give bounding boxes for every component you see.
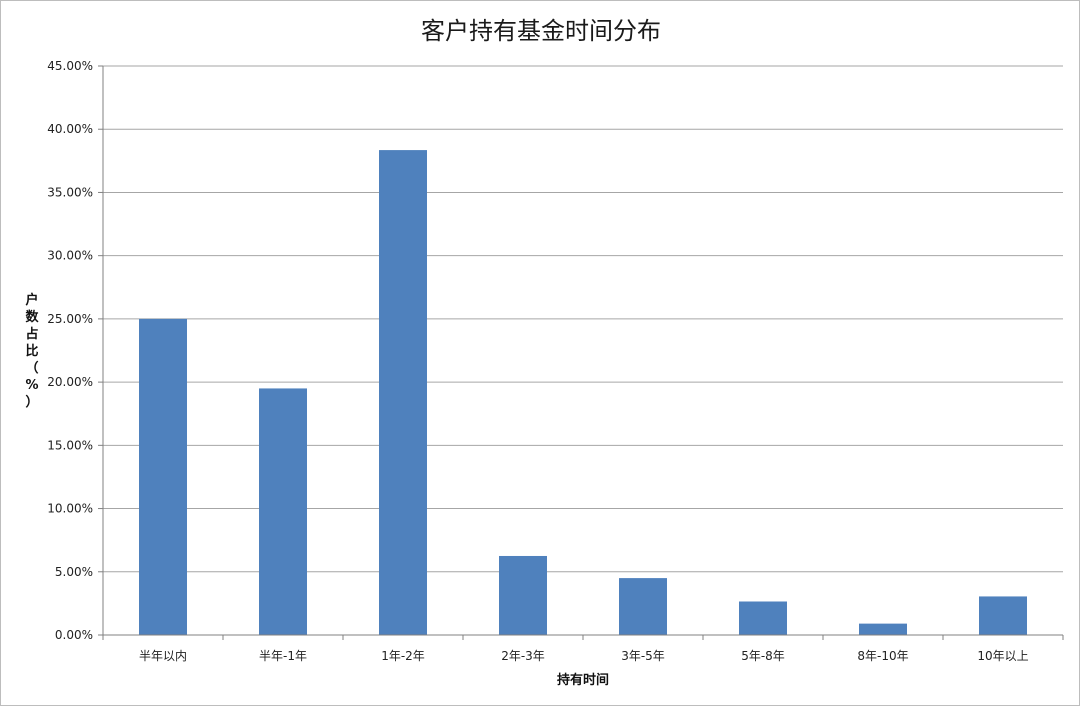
y-tick-label: 30.00% xyxy=(47,249,93,263)
y-axis-title-char: 户 xyxy=(25,292,38,308)
y-tick-labels: 0.00% 5.00% 10.00% 15.00% 20.00% 25.00% 30.00%… xyxy=(47,59,93,642)
chart-title: 客户持有基金时间分布 xyxy=(421,17,661,45)
y-tick-label: 10.00% xyxy=(47,502,93,516)
y-tick-label: 25.00% xyxy=(47,312,93,326)
y-axis-title-char: （ xyxy=(25,360,38,376)
x-tick-label: 半年-1年 xyxy=(259,649,307,663)
x-tick-label: 2年-3年 xyxy=(501,649,545,663)
x-tick-label: 5年-8年 xyxy=(741,649,785,663)
bar xyxy=(139,318,187,635)
gridlines xyxy=(98,65,1063,636)
bar xyxy=(979,596,1027,635)
y-axis-title-char: 比 xyxy=(25,343,38,359)
y-tick-label: 5.00% xyxy=(55,565,93,579)
x-tick-label: 1年-2年 xyxy=(381,649,425,663)
axes xyxy=(102,66,1064,640)
x-axis-title: 持有时间 xyxy=(557,672,609,688)
y-tick-label: 15.00% xyxy=(47,438,93,452)
y-tick-label: 0.00% xyxy=(55,628,93,642)
x-tick-label: 8年-10年 xyxy=(857,649,908,663)
x-tick-label: 3年-5年 xyxy=(621,649,665,663)
bar xyxy=(499,555,547,635)
y-tick-label: 35.00% xyxy=(47,185,93,199)
y-tick-label: 40.00% xyxy=(47,122,93,136)
y-tick-label: 20.00% xyxy=(47,375,93,389)
bar xyxy=(379,150,427,635)
bar xyxy=(739,601,787,635)
bar xyxy=(259,388,307,635)
y-tick-label: 45.00% xyxy=(47,59,93,73)
x-tick-labels: 半年以内 半年-1年 1年-2年 2年-3年 3年-5年 5年-8年 8年-10年 10年以上 xyxy=(139,649,1029,663)
y-axis-title-char: ） xyxy=(25,394,38,410)
bars xyxy=(139,150,1027,635)
x-tick-label: 半年以内 xyxy=(139,649,187,663)
y-axis-title-char: 数 xyxy=(25,309,39,325)
x-tick-label: 10年以上 xyxy=(977,649,1028,663)
bar xyxy=(619,578,667,635)
bar xyxy=(859,623,907,635)
y-axis-title-char: 占 xyxy=(25,326,38,342)
y-axis-title-char: % xyxy=(25,378,38,393)
